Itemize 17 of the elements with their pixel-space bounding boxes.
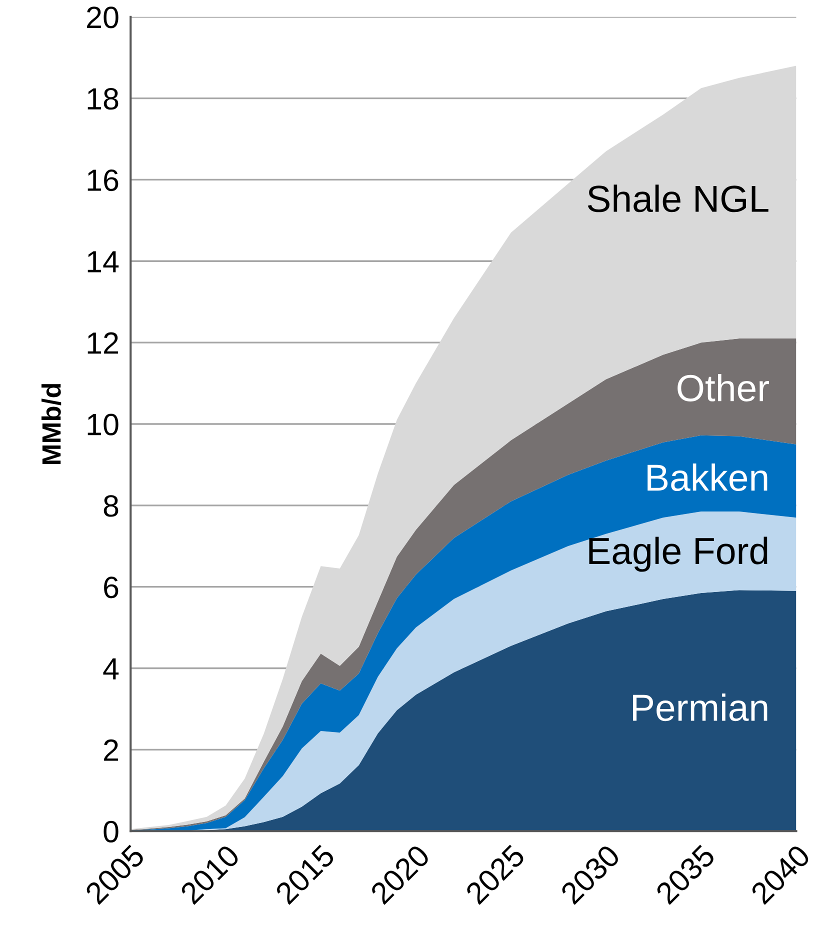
y-tick-label: 2: [104, 739, 118, 761]
y-axis-title: MMb/d: [41, 384, 62, 464]
y-tick-label: 12: [88, 332, 118, 354]
y-tick-label: 4: [103, 658, 119, 680]
series-label: Other: [678, 374, 769, 402]
y-tick-label: 0: [104, 820, 118, 842]
series-label: Eagle Ford: [589, 536, 768, 572]
y-tick-label: 10: [88, 414, 118, 436]
y-tick-label: 8: [104, 495, 118, 517]
series-label: Permian: [633, 694, 768, 722]
y-tick-label: 18: [88, 88, 118, 110]
y-tick-label: 6: [104, 576, 118, 598]
y-tick-label: 16: [88, 169, 118, 192]
series-label: Shale NGL: [588, 184, 768, 212]
y-tick-label: 14: [88, 251, 119, 272]
y-tick-label: 20: [87, 6, 118, 28]
series-label: Bakken: [648, 464, 768, 492]
